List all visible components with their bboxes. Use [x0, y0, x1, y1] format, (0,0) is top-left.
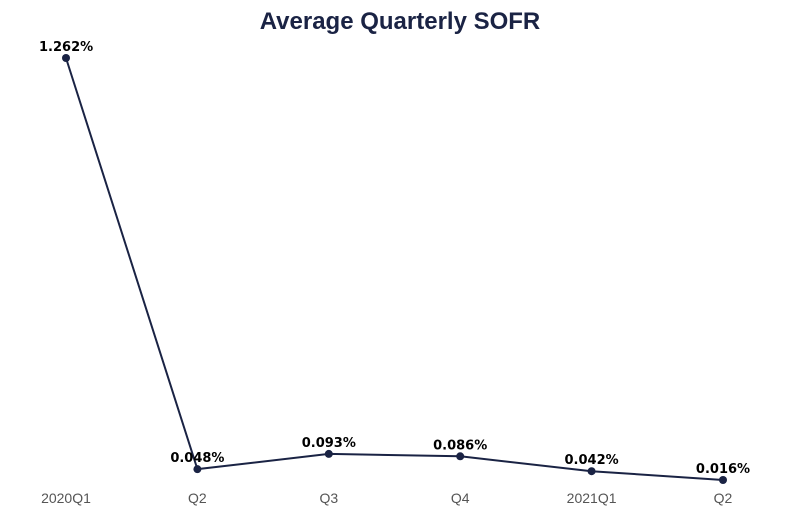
data-label: 0.016% — [696, 462, 750, 477]
data-label: 1.262% — [39, 40, 93, 55]
chart-title: Average Quarterly SOFR — [259, 8, 541, 35]
series-line — [65, 57, 724, 481]
data-point — [193, 465, 202, 474]
x-tick-label: 2020Q1 — [41, 490, 91, 506]
data-point — [587, 467, 596, 476]
data-label: 0.093% — [302, 436, 356, 451]
data-label: 0.048% — [170, 451, 224, 466]
x-tick-label: Q2 — [188, 490, 207, 506]
x-tick-label: Q3 — [319, 490, 338, 506]
x-tick-label: Q4 — [451, 490, 470, 506]
x-tick-label: 2021Q1 — [567, 490, 617, 506]
data-label: 0.042% — [565, 453, 619, 468]
data-point — [456, 452, 465, 461]
data-point — [62, 54, 70, 62]
data-point — [324, 449, 333, 458]
data-point — [719, 476, 727, 484]
series-layer — [62, 54, 727, 484]
data-labels: 1.262% 0.048% 0.093% 0.086% 0.042% 0.016% — [39, 40, 750, 477]
data-label: 0.086% — [433, 438, 487, 453]
x-axis-ticks: 2020Q1 Q2 Q3 Q4 2021Q1 Q2 — [41, 490, 732, 506]
x-tick-label: Q2 — [714, 490, 733, 506]
